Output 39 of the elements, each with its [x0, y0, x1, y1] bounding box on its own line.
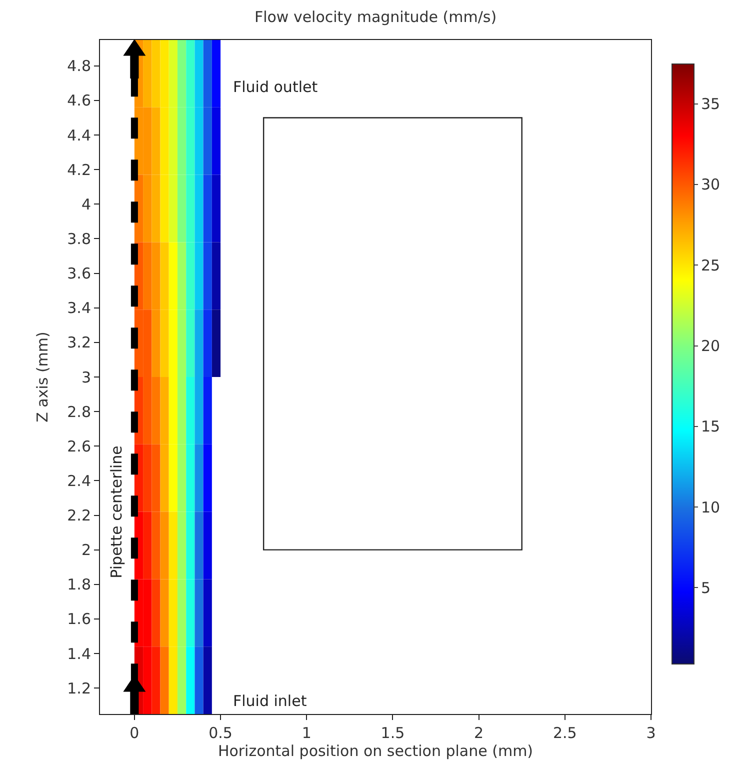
x-axis-title: Horizontal position on section plane (mm) — [218, 742, 534, 760]
color-bar-label: 20 — [701, 337, 720, 356]
x-tick-label: 2 — [474, 724, 484, 742]
x-tick-label: 0 — [130, 724, 140, 742]
color-bar-label: 30 — [701, 176, 720, 194]
annotation: Fluid outlet — [233, 78, 318, 96]
y-tick-label: 1.8 — [67, 576, 91, 594]
ref-line-label: Pipette centerline — [108, 446, 126, 578]
y-axis-title: Z axis (mm) — [33, 332, 52, 422]
y-tick-label: 3.8 — [67, 230, 91, 248]
color-bar-label: 35 — [701, 95, 720, 114]
x-tick-label: 1 — [302, 724, 312, 742]
y-tick-label: 3.2 — [67, 334, 91, 352]
color-bar-label: 5 — [701, 578, 711, 597]
y-tick-label: 4.8 — [67, 57, 91, 76]
y-tick-label: 2.6 — [67, 437, 91, 456]
y-tick-label: 2.8 — [67, 402, 91, 421]
color-bar-label: 25 — [701, 256, 720, 274]
y-tick-label: 4.6 — [67, 92, 91, 110]
color-bar-label: 15 — [701, 418, 720, 436]
x-tick-label: 1.5 — [380, 724, 405, 742]
y-tick-label: 2.2 — [67, 506, 91, 525]
annotation: Fluid inlet — [233, 692, 307, 710]
y-tick-label: 1.4 — [67, 644, 91, 663]
y-tick-label: 3.6 — [67, 264, 91, 283]
y-tick-label: 1.2 — [67, 679, 91, 698]
color-bar-label: 10 — [701, 498, 720, 516]
x-tick-label: 3 — [646, 724, 656, 742]
x-tick-label: 2.5 — [552, 724, 577, 742]
y-tick-label: 3.4 — [67, 299, 91, 318]
y-tick-label: 3 — [81, 368, 91, 386]
y-tick-label: 4.4 — [67, 126, 91, 144]
y-tick-label: 4.2 — [67, 160, 91, 179]
y-tick-label: 2 — [81, 541, 91, 560]
chart-title: Flow velocity magnitude (mm/s) — [254, 8, 497, 26]
y-tick-label: 2.4 — [67, 472, 91, 490]
y-tick-label: 4 — [81, 195, 91, 214]
x-tick-label: 0.5 — [208, 724, 232, 742]
y-tick-label: 1.6 — [67, 610, 91, 628]
